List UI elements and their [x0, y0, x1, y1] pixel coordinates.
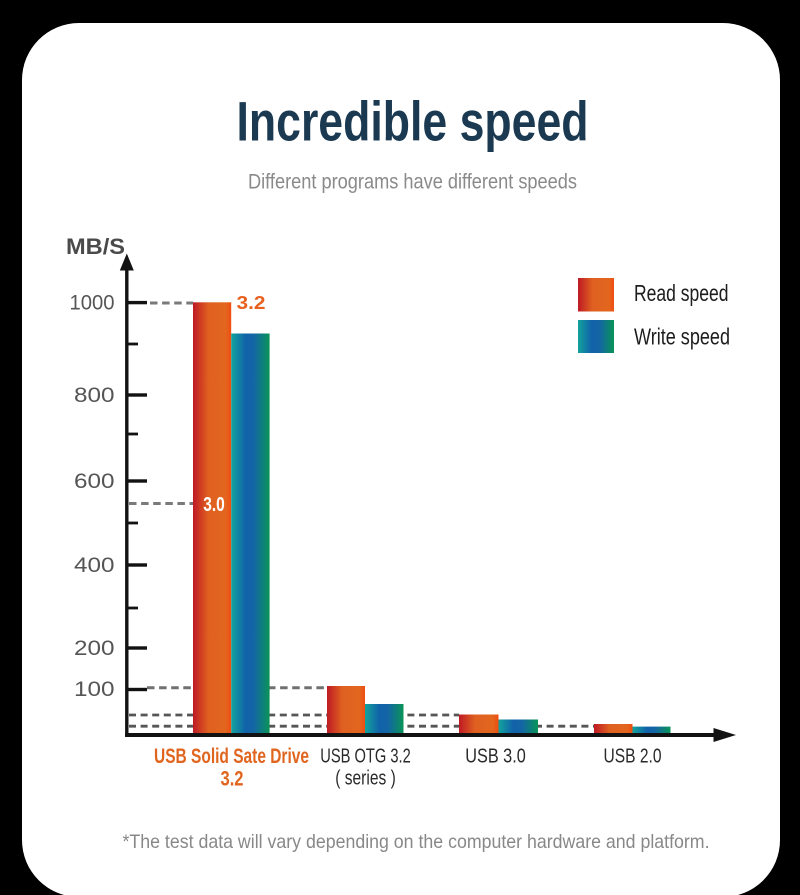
svg-text:USB OTG 3.2: USB OTG 3.2 [320, 745, 411, 768]
svg-text:200: 200 [74, 637, 115, 660]
svg-text:Different programs have differ: Different programs have different speeds [248, 170, 577, 194]
svg-text:3.2: 3.2 [237, 292, 266, 313]
svg-text:Read speed: Read speed [634, 280, 729, 306]
svg-text:800: 800 [74, 384, 115, 407]
svg-text:1000: 1000 [70, 292, 115, 315]
svg-text:*The test data will vary depen: *The test data will vary depending on th… [123, 831, 710, 853]
svg-text:USB 3.0: USB 3.0 [465, 745, 526, 768]
svg-text:3.0: 3.0 [203, 493, 225, 516]
svg-text:600: 600 [74, 470, 115, 493]
svg-text:Incredible speed: Incredible speed [237, 90, 589, 153]
svg-text:400: 400 [74, 554, 115, 577]
svg-text:( series ): ( series ) [335, 767, 396, 790]
svg-text:3.2: 3.2 [221, 768, 244, 791]
svg-text:MB/S: MB/S [66, 234, 125, 259]
svg-text:USB 2.0: USB 2.0 [604, 745, 662, 768]
svg-text:Write speed: Write speed [634, 324, 730, 350]
svg-text:100: 100 [74, 678, 115, 701]
svg-text:USB Solid Sate Drive: USB Solid Sate Drive [154, 745, 309, 768]
